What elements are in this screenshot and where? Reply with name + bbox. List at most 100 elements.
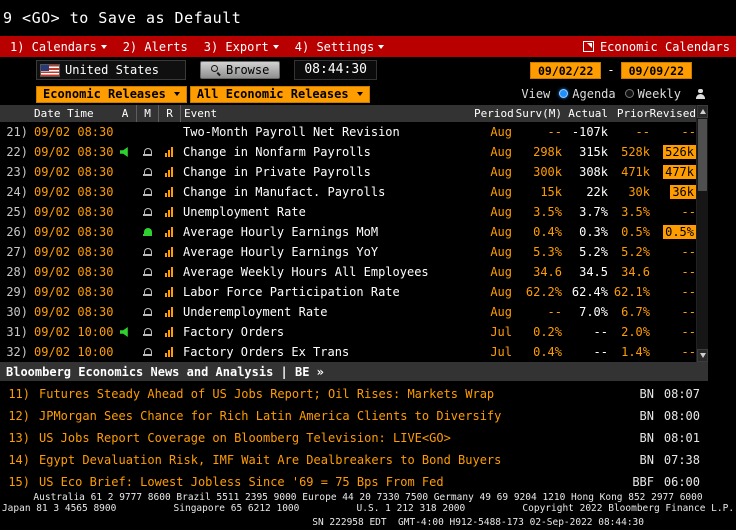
news-headline[interactable]: Egypt Devaluation Risk, IMF Wait Are Dea…	[39, 453, 502, 467]
news-section-header[interactable]: Bloomberg Economics News and Analysis | …	[0, 362, 708, 381]
news-item[interactable]: 14) Egypt Devaluation Risk, IMF Wait Are …	[0, 449, 708, 471]
news-headline[interactable]: US Eco Brief: Lowest Jobless Since '69 =…	[39, 475, 444, 489]
table-scrollbar[interactable]	[696, 105, 708, 362]
header-event[interactable]: Event	[180, 105, 474, 122]
news-item[interactable]: 12) JPMorgan Sees Chance for Rich Latin A…	[0, 405, 708, 427]
chart-cell[interactable]	[158, 147, 180, 157]
header-m[interactable]: M	[136, 105, 158, 122]
event-name[interactable]: Change in Nonfarm Payrolls	[183, 145, 371, 159]
header-period[interactable]: Period	[474, 107, 514, 120]
country-selector[interactable]: United States	[36, 60, 186, 80]
header-prior[interactable]: Prior	[616, 107, 650, 120]
eco-row[interactable]: 24) 09/02 08:30 Change in Manufact. Payrol…	[0, 182, 696, 202]
row-number: 24)	[6, 185, 28, 199]
actual-cell: -107k	[571, 125, 608, 139]
eco-row[interactable]: 32) 09/02 10:00 Factory Orders Ex Trans Jul…	[0, 342, 696, 362]
header-revised[interactable]: Revised	[649, 107, 696, 120]
alarm-cell[interactable]	[136, 267, 158, 277]
menu-item-settings[interactable]: 4) Settings	[287, 40, 392, 54]
table-header-row[interactable]: Date Time A M R Event Period Surv(M) Act…	[0, 105, 696, 122]
header-actual[interactable]: Actual	[568, 107, 608, 120]
chart-cell[interactable]	[158, 327, 180, 337]
event-name[interactable]: Underemployment Rate	[183, 305, 328, 319]
chart-cell[interactable]	[158, 347, 180, 357]
header-date-time[interactable]: Date Time	[34, 107, 94, 120]
alarm-cell[interactable]	[136, 167, 158, 177]
eco-row[interactable]: 30) 09/02 08:30 Underemployment Rate Aug -- 7…	[0, 302, 696, 322]
alarm-cell[interactable]	[136, 307, 158, 317]
hint-text: 9 <GO> to Save as Default	[3, 9, 242, 27]
eco-row[interactable]: 31) 09/02 10:00 Factory Orders Jul 0.2% -- 2.0…	[0, 322, 696, 342]
event-name[interactable]: Change in Private Payrolls	[183, 165, 371, 179]
row-datetime: 09/02 08:30	[34, 145, 114, 159]
news-item[interactable]: 15) US Eco Brief: Lowest Jobless Since '6…	[0, 471, 708, 490]
alarm-cell[interactable]	[136, 187, 158, 197]
alarm-cell[interactable]	[136, 287, 158, 297]
event-name[interactable]: Unemployment Rate	[183, 205, 306, 219]
footer-contacts-line2: Japan 81 3 4565 8900 Singapore 65 6212 1…	[1, 503, 735, 514]
news-headline[interactable]: JPMorgan Sees Chance for Rich Latin Amer…	[39, 409, 502, 423]
bell-icon	[142, 187, 152, 197]
category-dropdown[interactable]: Economic Releases	[36, 85, 187, 103]
alarm-cell[interactable]	[136, 247, 158, 257]
header-r[interactable]: R	[158, 105, 180, 122]
chart-cell[interactable]	[158, 247, 180, 257]
event-name[interactable]: Change in Manufact. Payrolls	[183, 185, 386, 199]
footer-contacts-line1: Australia 61 2 9777 8600 Brazil 5511 239…	[33, 492, 703, 503]
chart-cell[interactable]	[158, 287, 180, 297]
event-name[interactable]: Average Weekly Hours All Employees	[183, 265, 429, 279]
scrollbar-track[interactable]	[697, 118, 708, 349]
arrow-down-icon	[699, 353, 706, 358]
browse-button[interactable]: Browse	[200, 61, 281, 79]
scrollbar-thumb[interactable]	[698, 119, 707, 191]
view-option-weekly[interactable]: Weekly	[624, 87, 681, 101]
event-name[interactable]: Two-Month Payroll Net Revision	[183, 125, 400, 139]
eco-row[interactable]: 28) 09/02 08:30 Average Weekly Hours All E…	[0, 262, 696, 282]
app-title-group[interactable]: Economic Calendars	[582, 40, 730, 54]
eco-row[interactable]: 25) 09/02 08:30 Unemployment Rate Aug 3.5% 3.…	[0, 202, 696, 222]
bar-chart-icon	[165, 147, 173, 157]
view-option-agenda[interactable]: Agenda	[559, 87, 616, 101]
news-item[interactable]: 13) US Jobs Report Coverage on Bloomberg …	[0, 427, 708, 449]
row-datetime: 09/02 08:30	[34, 225, 114, 239]
news-headline[interactable]: Futures Steady Ahead of US Jobs Report; …	[39, 387, 495, 401]
eco-row[interactable]: 23) 09/02 08:30 Change in Private Payrolls…	[0, 162, 696, 182]
event-name[interactable]: Average Hourly Earnings YoY	[183, 245, 379, 259]
eco-row[interactable]: 22) 09/02 08:30 Change in Nonfarm Payrolls…	[0, 142, 696, 162]
chart-cell[interactable]	[158, 167, 180, 177]
event-name[interactable]: Labor Force Participation Rate	[183, 285, 400, 299]
alarm-cell[interactable]	[136, 347, 158, 357]
date-to-input[interactable]: 09/09/22	[620, 61, 692, 79]
event-name[interactable]: Factory Orders	[183, 325, 285, 339]
news-headline[interactable]: US Jobs Report Coverage on Bloomberg Tel…	[39, 431, 451, 445]
alarm-cell[interactable]	[136, 207, 158, 217]
event-name[interactable]: Factory Orders Ex Trans	[183, 345, 350, 359]
news-time: 08:01	[663, 431, 700, 445]
header-survey[interactable]: Surv(M)	[515, 107, 562, 120]
menu-item-alerts[interactable]: 2) Alerts	[115, 40, 196, 54]
chart-cell[interactable]	[158, 307, 180, 317]
scroll-down-button[interactable]	[697, 349, 708, 362]
chart-cell[interactable]	[158, 227, 180, 237]
alarm-cell[interactable]	[136, 327, 158, 337]
chart-cell[interactable]	[158, 187, 180, 197]
header-a[interactable]: A	[121, 107, 129, 120]
eco-row[interactable]: 26) 09/02 08:30 Average Hourly Earnings Mo…	[0, 222, 696, 242]
people-search-icon[interactable]	[695, 88, 706, 100]
eco-row[interactable]: 21) 09/02 08:30 Two-Month Payroll Net Revi…	[0, 122, 696, 142]
menu-item-export[interactable]: 3) Export	[196, 40, 287, 54]
news-item[interactable]: 11) Futures Steady Ahead of US Jobs Repor…	[0, 383, 708, 405]
release-type-dropdown[interactable]: All Economic Releases	[189, 85, 370, 103]
date-from-input[interactable]: 09/02/22	[529, 61, 602, 79]
alarm-cell[interactable]	[136, 147, 158, 157]
chart-cell[interactable]	[158, 207, 180, 217]
alarm-cell[interactable]	[136, 227, 158, 237]
row-datetime: 09/02 08:30	[34, 265, 114, 279]
chart-cell[interactable]	[158, 267, 180, 277]
eco-row[interactable]: 27) 09/02 08:30 Average Hourly Earnings Yo…	[0, 242, 696, 262]
eco-row[interactable]: 29) 09/02 08:30 Labor Force Participation …	[0, 282, 696, 302]
scroll-up-button[interactable]	[697, 105, 708, 118]
event-name[interactable]: Average Hourly Earnings MoM	[183, 225, 379, 239]
chevron-down-icon	[173, 92, 180, 96]
menu-item-calendars[interactable]: 1) Calendars	[2, 40, 115, 54]
